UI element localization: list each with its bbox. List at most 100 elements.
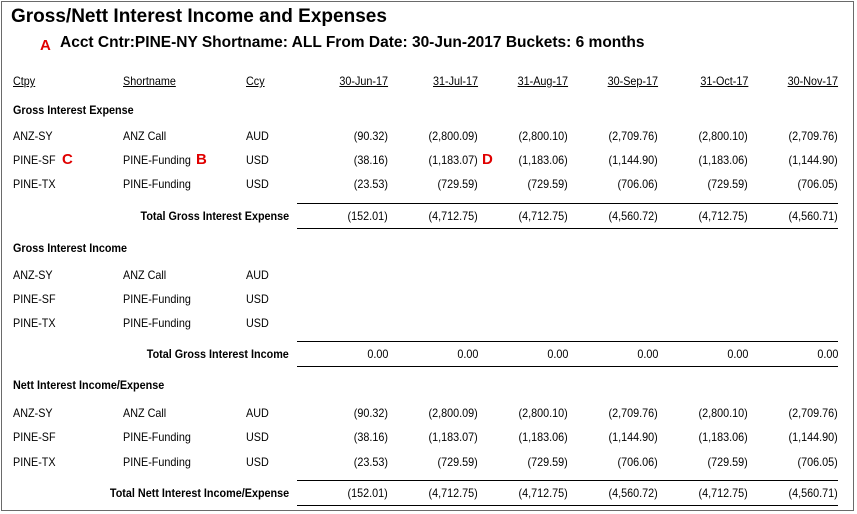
total-value: 0.00 — [726, 347, 748, 361]
row-shortname: PINE-Funding — [123, 430, 191, 444]
total-label: Total Gross Interest Income — [146, 347, 289, 361]
row-shortname: PINE-Funding — [123, 455, 191, 469]
row-value: (2,800.09) — [428, 406, 478, 420]
total-rule — [297, 228, 838, 229]
row-value: (729.59) — [437, 455, 478, 469]
column-header-date-6: 30-Nov-17 — [787, 74, 838, 88]
row-value: (706.06) — [617, 455, 658, 469]
total-rule — [297, 505, 838, 506]
row-value: (729.59) — [437, 177, 478, 191]
row-value: (1,183.06) — [698, 430, 748, 444]
total-value: 0.00 — [546, 347, 568, 361]
row-value: (23.53) — [353, 177, 388, 191]
section-title-gross-income: Gross Interest Income — [13, 241, 128, 255]
row-ctpy: PINE-SF — [13, 153, 56, 167]
row-ccy: AUD — [246, 129, 269, 143]
row-ctpy: ANZ-SY — [13, 406, 53, 420]
row-shortname: PINE-Funding — [123, 177, 191, 191]
row-shortname: PINE-Funding — [123, 316, 191, 330]
column-header-date-3: 31-Aug-17 — [517, 74, 568, 88]
row-shortname: ANZ Call — [123, 129, 167, 143]
row-value: (706.05) — [797, 455, 838, 469]
total-value: (4,712.75) — [518, 486, 568, 500]
total-value: (152.01) — [347, 486, 388, 500]
row-ccy: USD — [246, 292, 269, 306]
row-value: (2,800.10) — [698, 129, 748, 143]
row-shortname: ANZ Call — [123, 406, 167, 420]
row-value: (706.06) — [617, 177, 658, 191]
total-value: (4,560.72) — [608, 209, 658, 223]
marker-a: A — [40, 37, 51, 54]
total-value: (4,560.71) — [788, 486, 838, 500]
row-value: (1,183.07) — [428, 153, 478, 167]
row-value: (729.59) — [707, 177, 748, 191]
row-value: (706.05) — [797, 177, 838, 191]
section-title-gross-expense: Gross Interest Expense — [13, 103, 134, 117]
row-ccy: USD — [246, 455, 269, 469]
total-rule — [297, 203, 838, 204]
row-value: (1,144.90) — [788, 430, 838, 444]
row-value: (2,709.76) — [788, 129, 838, 143]
row-ctpy: PINE-SF — [13, 292, 56, 306]
total-rule — [297, 341, 838, 342]
row-value: (2,709.76) — [608, 406, 658, 420]
row-value: (1,183.06) — [518, 153, 568, 167]
total-rule — [297, 480, 838, 481]
row-value: (2,800.09) — [428, 129, 478, 143]
total-value: (4,712.75) — [698, 209, 748, 223]
column-header-shortname: Shortname — [123, 74, 176, 88]
total-value: (4,712.75) — [428, 486, 478, 500]
total-value: (152.01) — [347, 209, 388, 223]
row-ccy: USD — [246, 177, 269, 191]
row-value: (2,709.76) — [608, 129, 658, 143]
total-value: 0.00 — [816, 347, 838, 361]
marker-b: B — [196, 151, 207, 168]
marker-d: D — [482, 151, 493, 168]
total-value: (4,712.75) — [428, 209, 478, 223]
row-value: (38.16) — [353, 430, 388, 444]
column-header-date-5: 31-Oct-17 — [699, 74, 748, 88]
total-value: 0.00 — [456, 347, 478, 361]
row-value: (2,800.10) — [518, 406, 568, 420]
row-ccy: AUD — [246, 406, 269, 420]
total-value: (4,712.75) — [698, 486, 748, 500]
row-ctpy: PINE-TX — [13, 316, 56, 330]
column-header-ccy: Ccy — [246, 74, 265, 88]
total-value: (4,712.75) — [518, 209, 568, 223]
column-header-date-4: 30-Sep-17 — [607, 74, 658, 88]
row-value: (729.59) — [707, 455, 748, 469]
row-value: (1,183.06) — [518, 430, 568, 444]
marker-c: C — [62, 151, 73, 168]
row-ctpy: ANZ-SY — [13, 129, 53, 143]
report-subtitle: Acct Cntr:PINE-NY Shortname: ALL From Da… — [60, 34, 645, 51]
row-value: (2,709.76) — [788, 406, 838, 420]
row-value: (1,144.90) — [788, 153, 838, 167]
row-value: (90.32) — [353, 129, 388, 143]
section-title-nett: Nett Interest Income/Expense — [13, 378, 165, 392]
total-rule — [297, 366, 838, 367]
row-value: (1,144.90) — [608, 153, 658, 167]
row-ccy: USD — [246, 430, 269, 444]
row-value: (23.53) — [353, 455, 388, 469]
row-value: (1,144.90) — [608, 430, 658, 444]
row-value: (38.16) — [353, 153, 388, 167]
row-ccy: USD — [246, 153, 269, 167]
total-label: Total Nett Interest Income/Expense — [109, 486, 289, 500]
row-value: (2,800.10) — [698, 406, 748, 420]
column-header-date-2: 31-Jul-17 — [432, 74, 478, 88]
row-value: (1,183.07) — [428, 430, 478, 444]
column-header-ctpy: Ctpy — [13, 74, 36, 88]
row-shortname: PINE-Funding — [123, 292, 191, 306]
row-ccy: AUD — [246, 268, 269, 282]
report-title: Gross/Nett Interest Income and Expenses — [11, 6, 387, 27]
row-shortname: PINE-Funding — [123, 153, 191, 167]
row-value: (1,183.06) — [698, 153, 748, 167]
row-ctpy: PINE-SF — [13, 430, 56, 444]
row-value: (2,800.10) — [518, 129, 568, 143]
row-ctpy: PINE-TX — [13, 455, 56, 469]
row-shortname: ANZ Call — [123, 268, 167, 282]
total-value: (4,560.72) — [608, 486, 658, 500]
total-value: 0.00 — [366, 347, 388, 361]
row-value: (90.32) — [353, 406, 388, 420]
